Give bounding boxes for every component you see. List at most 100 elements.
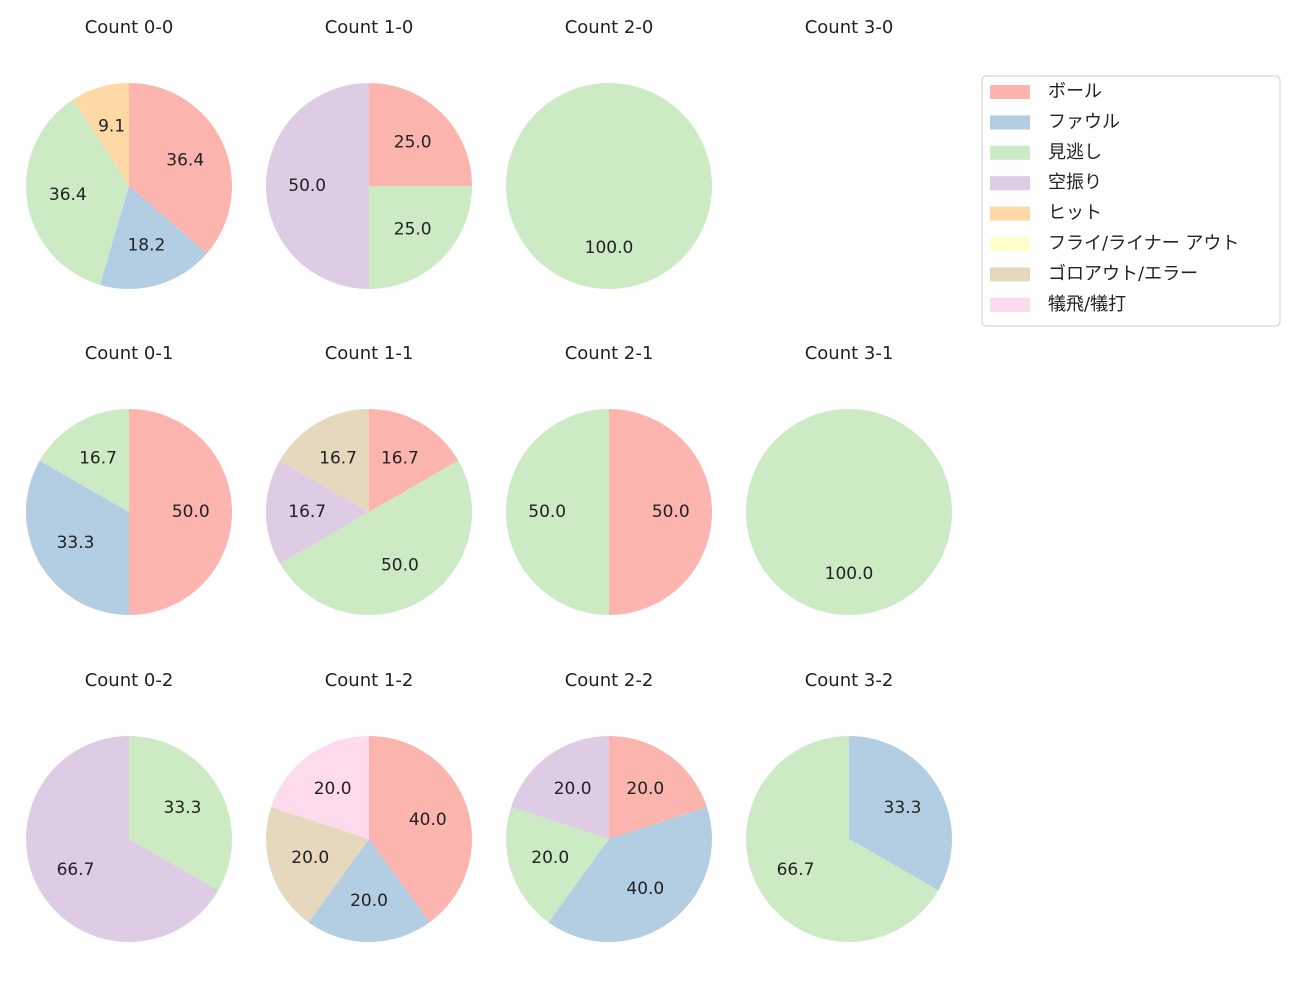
slice-label: 66.7 — [777, 860, 815, 880]
pie-slice — [266, 83, 369, 289]
slice-label: 20.0 — [626, 779, 664, 799]
pie-chart: Count 2-0 100.0 — [506, 17, 712, 289]
legend-swatch — [990, 115, 1030, 130]
pie-slice — [129, 736, 232, 891]
pie-chart: Count 2-2 20.0 40.0 20.0 20.0 — [506, 670, 712, 942]
chart-title: Count 2-0 — [565, 17, 654, 38]
legend-swatch — [990, 297, 1030, 312]
chart-title: Count 3-0 — [805, 17, 894, 38]
legend-swatch — [990, 267, 1030, 282]
slice-label: 9.1 — [98, 117, 125, 137]
chart-title: Count 0-0 — [85, 17, 174, 38]
pie-slice — [849, 736, 952, 891]
pie-slice — [266, 807, 369, 923]
legend-label: ファウル — [1048, 111, 1120, 132]
pie-slice — [271, 736, 369, 839]
pie-slice — [548, 807, 712, 942]
slice-label: 40.0 — [626, 879, 664, 899]
pie-slice — [279, 460, 473, 616]
slice-label: 25.0 — [394, 132, 432, 152]
legend-swatch — [990, 145, 1030, 160]
slice-label: 20.0 — [554, 779, 592, 799]
pie-slice — [129, 83, 232, 254]
pie-slice — [506, 409, 609, 615]
slice-label: 33.3 — [164, 798, 202, 818]
chart-title: Count 1-0 — [325, 17, 414, 38]
pie-slice — [506, 807, 609, 923]
pie-slice — [39, 409, 129, 512]
pie-slice — [746, 409, 952, 615]
pie-slice — [129, 409, 232, 615]
slice-label: 33.3 — [884, 798, 922, 818]
slice-label: 20.0 — [291, 848, 329, 868]
pie-slice — [99, 186, 207, 289]
chart-title: Count 3-2 — [805, 670, 894, 691]
legend-label: 見逃し — [1048, 142, 1102, 163]
legend-label: ヒット — [1048, 203, 1102, 224]
legend-swatch — [990, 85, 1030, 99]
pie-slice — [369, 83, 472, 186]
slice-label: 50.0 — [288, 176, 326, 196]
slice-label: 36.4 — [49, 185, 87, 205]
pie-chart: Count 1-1 16.7 50.0 16.7 16.7 — [266, 343, 473, 616]
pie-slice — [26, 460, 129, 615]
slice-label: 25.0 — [394, 220, 432, 240]
slice-label: 66.7 — [57, 860, 95, 880]
slice-label: 20.0 — [350, 891, 388, 911]
slice-label: 16.7 — [79, 449, 117, 469]
slice-label: 16.7 — [288, 502, 326, 522]
pie-chart: Count 1-2 40.0 20.0 20.0 20.0 — [266, 670, 472, 942]
slice-label: 50.0 — [381, 556, 419, 576]
slice-label: 18.2 — [127, 235, 165, 255]
legend-swatch — [990, 176, 1030, 191]
pie-chart: Count 0-1 50.0 33.3 16.7 — [26, 343, 232, 615]
pie-slice — [25, 736, 219, 943]
legend-label: ボール — [1048, 81, 1102, 102]
pie-chart: Count 2-1 50.0 50.0 — [506, 343, 712, 615]
chart-title: Count 0-2 — [85, 670, 174, 691]
legend-frame — [981, 75, 1281, 327]
pie-slice — [308, 839, 430, 942]
pie-chart: Count 3-1 100.0 — [746, 343, 952, 615]
slice-label: 50.0 — [528, 502, 566, 522]
slice-label: 16.7 — [381, 448, 419, 468]
pie-slice — [73, 83, 129, 186]
pie-slice — [279, 409, 369, 512]
legend-swatch — [990, 206, 1030, 221]
pie-slice — [369, 186, 472, 289]
slice-label: 50.0 — [172, 502, 210, 522]
pie-slice — [511, 736, 609, 839]
chart-title: Count 1-2 — [325, 670, 414, 691]
chart-title: Count 2-1 — [565, 343, 654, 364]
slice-label: 50.0 — [652, 502, 690, 522]
pie-chart: Count 0-0 36.4 18.2 36.4 9.1 — [25, 17, 232, 289]
slice-label: 100.0 — [585, 238, 634, 258]
chart-title: Count 2-2 — [565, 670, 654, 691]
pie-slice — [506, 83, 712, 289]
pie-slice — [609, 409, 712, 615]
slice-label: 40.0 — [409, 810, 447, 830]
chart-title: Count 0-1 — [85, 343, 174, 364]
slice-label: 36.4 — [166, 150, 204, 170]
pie-slice — [369, 736, 472, 923]
pie-chart: Count 0-2 33.3 66.7 — [25, 670, 232, 943]
legend-label: フライ/ライナー アウト — [1048, 233, 1239, 254]
legend-swatch — [990, 237, 1030, 251]
slice-label: 20.0 — [531, 848, 569, 868]
legend-label: ゴロアウト/エラー — [1048, 263, 1198, 284]
chart-title: Count 3-1 — [805, 343, 894, 364]
pie-slice — [369, 409, 459, 512]
pie-slice — [266, 460, 369, 564]
pie-slice — [746, 736, 939, 943]
pie-slice — [25, 99, 129, 285]
slice-label: 33.3 — [57, 533, 95, 553]
pie-chart: Count 3-2 33.3 66.7 — [746, 670, 952, 943]
chart-title: Count 1-1 — [325, 343, 414, 364]
pie-chart: Count 3-0 — [805, 17, 894, 38]
slice-label: 20.0 — [314, 779, 352, 799]
legend-label: 犠飛/犠打 — [1048, 294, 1126, 315]
pie-slice — [609, 736, 707, 839]
pie-chart: Count 1-0 25.0 25.0 50.0 — [266, 17, 472, 289]
